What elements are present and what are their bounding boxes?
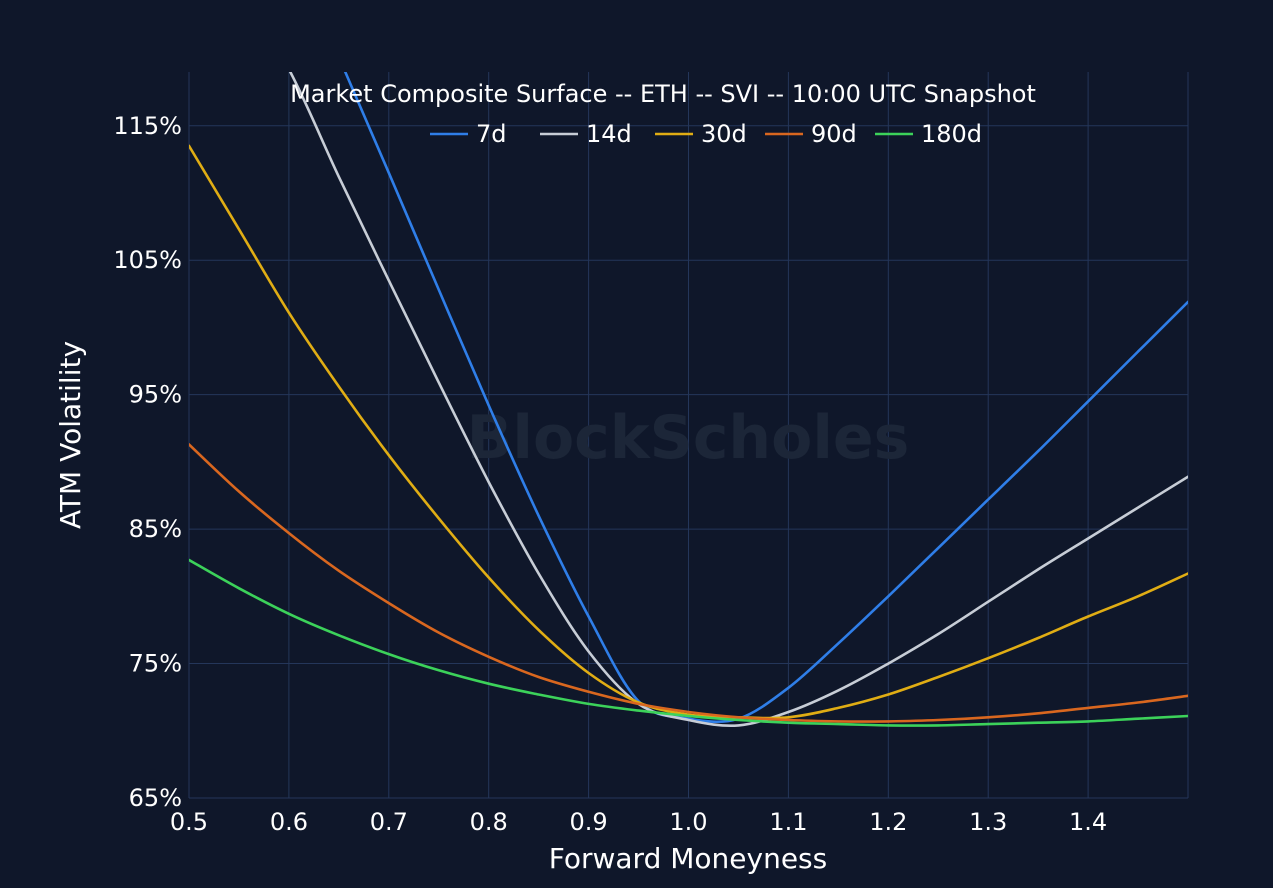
legend[interactable]: 7d 14d 30d 90d 180d — [430, 120, 982, 148]
y-axis-title: ATM Volatility — [54, 341, 87, 529]
y-tick-label: 105% — [113, 246, 182, 274]
y-axis-ticks: 65% 75% 85% 95% 105% 115% — [113, 112, 182, 812]
x-tick-label: 1.1 — [769, 808, 807, 836]
grid — [188, 72, 1189, 799]
y-tick-label: 65% — [129, 784, 182, 812]
y-tick-label: 115% — [113, 112, 182, 140]
legend-item-14d[interactable]: 14d — [540, 120, 632, 148]
series-line-14d[interactable] — [239, 0, 1188, 727]
chart-title: Market Composite Surface -- ETH -- SVI -… — [290, 80, 1036, 108]
legend-label: 90d — [811, 120, 857, 148]
x-tick-label: 1.4 — [1069, 808, 1107, 836]
series-line-30d[interactable] — [189, 144, 1188, 720]
x-tick-label: 0.8 — [470, 808, 508, 836]
series-lines — [189, 0, 1188, 727]
x-tick-label: 1.0 — [669, 808, 707, 836]
y-tick-label: 75% — [129, 650, 182, 678]
y-tick-label: 85% — [129, 515, 182, 543]
legend-label: 14d — [586, 120, 632, 148]
x-tick-label: 1.3 — [969, 808, 1007, 836]
series-line-90d[interactable] — [189, 443, 1188, 723]
legend-label: 180d — [921, 120, 982, 148]
x-tick-label: 0.7 — [370, 808, 408, 836]
legend-item-7d[interactable]: 7d — [430, 120, 507, 148]
x-axis-title: Forward Moneyness — [549, 842, 827, 875]
legend-item-90d[interactable]: 90d — [765, 120, 857, 148]
x-tick-label: 0.6 — [270, 808, 308, 836]
legend-label: 7d — [476, 120, 507, 148]
watermark-text: BlockScholes — [467, 403, 910, 473]
legend-item-180d[interactable]: 180d — [875, 120, 982, 148]
x-tick-label: 1.2 — [869, 808, 907, 836]
series-line-7d[interactable] — [339, 57, 1188, 724]
x-axis-ticks: 0.5 0.6 0.7 0.8 0.9 1.0 1.1 1.2 1.3 1.4 — [170, 808, 1107, 836]
legend-item-30d[interactable]: 30d — [655, 120, 747, 148]
legend-label: 30d — [701, 120, 747, 148]
y-tick-label: 95% — [129, 381, 182, 409]
x-tick-label: 0.9 — [570, 808, 608, 836]
series-line-180d[interactable] — [189, 558, 1188, 727]
x-tick-label: 0.5 — [170, 808, 208, 836]
